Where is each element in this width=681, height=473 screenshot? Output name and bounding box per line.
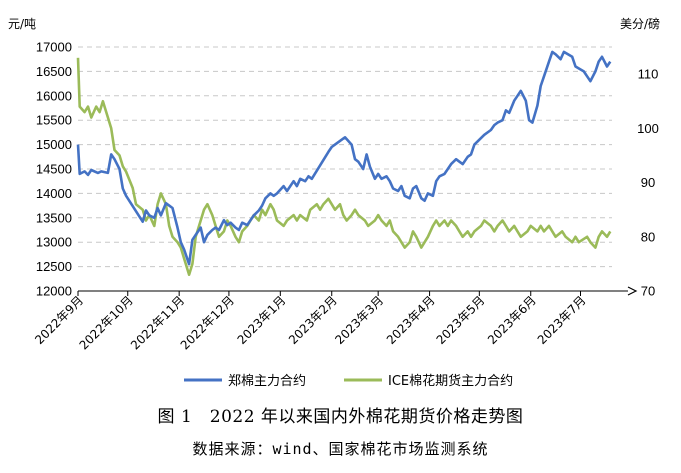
left-axis-unit: 元/吨 bbox=[8, 17, 36, 31]
x-tick-label: 2023年2月 bbox=[286, 293, 340, 347]
left-axis-ticks: 12000 12500 13000 13500 14000 14500 15000 15500… bbox=[36, 40, 72, 299]
x-tick-label: 2023年4月 bbox=[384, 293, 438, 347]
left-tick-label: 13500 bbox=[36, 210, 72, 225]
right-axis-ticks: 70 80 90 100 110 bbox=[637, 67, 659, 299]
left-tick-label: 14000 bbox=[36, 186, 72, 201]
price-chart: 12000 12500 13000 13500 14000 14500 15000 15500… bbox=[8, 16, 660, 389]
x-tick-label: 2022年9月 bbox=[32, 293, 86, 347]
legend-label: ICE棉花期货主力合约 bbox=[388, 373, 513, 389]
legend-label: 郑棉主力合约 bbox=[228, 374, 306, 389]
left-tick-label: 17000 bbox=[36, 40, 72, 55]
right-axis-unit: 美分/磅 bbox=[620, 16, 660, 31]
left-tick-label: 14500 bbox=[36, 162, 72, 177]
x-tick-label: 2022年10月 bbox=[77, 293, 136, 352]
right-tick-label: 70 bbox=[641, 284, 655, 299]
right-tick-label: 100 bbox=[637, 121, 659, 136]
left-tick-label: 15000 bbox=[36, 137, 72, 152]
ice-cotton-line bbox=[76, 57, 612, 276]
x-tick-label: 2023年3月 bbox=[332, 293, 386, 347]
axes bbox=[78, 286, 638, 296]
left-tick-label: 13000 bbox=[36, 235, 72, 250]
right-tick-label: 90 bbox=[641, 175, 655, 190]
x-tick-label: 2023年5月 bbox=[434, 293, 488, 347]
x-axis-ticks: 2022年9月2022年10月2022年11月2022年12月2023年1月20… bbox=[32, 291, 589, 352]
left-tick-label: 12000 bbox=[36, 284, 72, 299]
figure-caption: 图 1 2022 年以来国内外棉花期货价格走势图 bbox=[157, 407, 524, 427]
right-tick-label: 110 bbox=[638, 67, 659, 82]
x-tick-label: 2022年12月 bbox=[178, 293, 237, 352]
series-lines bbox=[76, 50, 612, 276]
legend: 郑棉主力合约 ICE棉花期货主力合约 bbox=[184, 373, 513, 389]
x-tick-label: 2023年7月 bbox=[535, 293, 589, 347]
data-source-caption: 数据来源：wind、国家棉花市场监测系统 bbox=[192, 440, 489, 458]
x-tick-label: 2023年1月 bbox=[235, 293, 289, 347]
right-tick-label: 80 bbox=[641, 229, 655, 244]
left-tick-label: 16500 bbox=[36, 64, 72, 79]
zhengzhou-cotton-line bbox=[76, 50, 612, 266]
left-tick-label: 16000 bbox=[36, 88, 72, 103]
gridlines bbox=[78, 46, 612, 268]
left-tick-label: 15500 bbox=[36, 113, 72, 128]
left-tick-label: 12500 bbox=[36, 259, 72, 274]
x-axis-arrow bbox=[627, 286, 638, 296]
x-tick-label: 2023年6月 bbox=[485, 293, 539, 347]
